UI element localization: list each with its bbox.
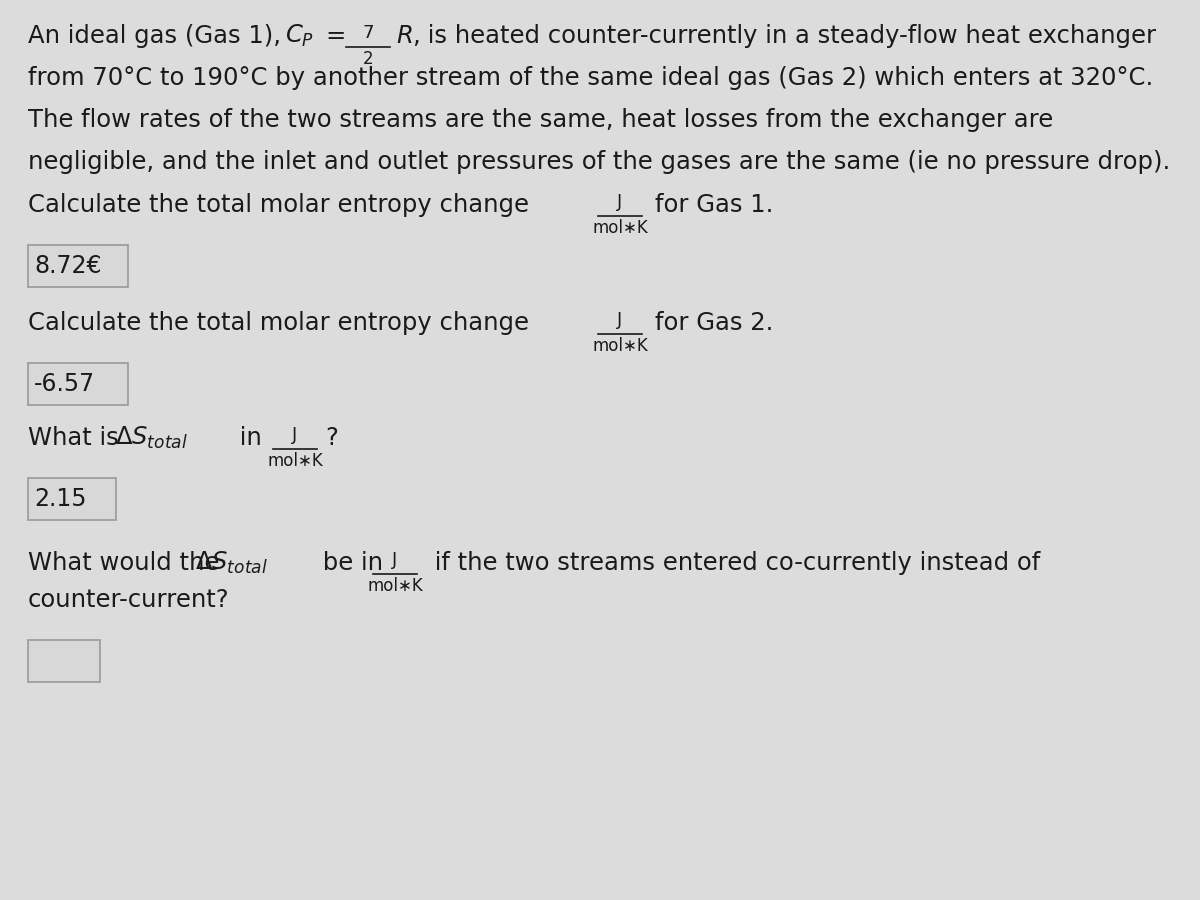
- Text: What is: What is: [28, 426, 126, 450]
- Text: Calculate the total molar entropy change: Calculate the total molar entropy change: [28, 193, 529, 217]
- Text: 7: 7: [362, 24, 373, 42]
- Text: J: J: [392, 551, 397, 569]
- Text: =: =: [325, 24, 346, 48]
- Text: J: J: [293, 426, 298, 444]
- FancyBboxPatch shape: [28, 363, 128, 405]
- Text: mol∗K: mol∗K: [592, 337, 648, 355]
- Text: counter-current?: counter-current?: [28, 588, 229, 612]
- Text: if the two streams entered co-currently instead of: if the two streams entered co-currently …: [427, 551, 1040, 575]
- Text: $C_P$: $C_P$: [286, 23, 314, 50]
- Text: be in: be in: [314, 551, 383, 575]
- FancyBboxPatch shape: [28, 245, 128, 287]
- Text: -6.57: -6.57: [34, 372, 95, 396]
- Text: $\Delta S_{total}$: $\Delta S_{total}$: [194, 550, 268, 576]
- Text: J: J: [617, 311, 623, 329]
- Text: for Gas 1.: for Gas 1.: [655, 193, 773, 217]
- Text: ?: ?: [325, 426, 338, 450]
- FancyBboxPatch shape: [28, 478, 116, 520]
- Text: mol∗K: mol∗K: [367, 577, 422, 595]
- Text: 2.15: 2.15: [34, 487, 86, 511]
- Text: What would the: What would the: [28, 551, 227, 575]
- Text: Calculate the total molar entropy change: Calculate the total molar entropy change: [28, 311, 529, 335]
- Text: An ideal gas (Gas 1),: An ideal gas (Gas 1),: [28, 24, 296, 48]
- Text: mol∗K: mol∗K: [268, 452, 323, 470]
- Text: 8.72€: 8.72€: [34, 254, 102, 278]
- Text: $\Delta S_{total}$: $\Delta S_{total}$: [115, 425, 187, 451]
- Text: negligible, and the inlet and outlet pressures of the gases are the same (ie no : negligible, and the inlet and outlet pre…: [28, 150, 1170, 174]
- Text: in: in: [232, 426, 262, 450]
- Text: 2: 2: [362, 50, 373, 68]
- Text: The flow rates of the two streams are the same, heat losses from the exchanger a: The flow rates of the two streams are th…: [28, 108, 1054, 132]
- FancyBboxPatch shape: [28, 640, 100, 682]
- Text: is heated counter-currently in a steady-flow heat exchanger: is heated counter-currently in a steady-…: [420, 24, 1156, 48]
- Text: for Gas 2.: for Gas 2.: [655, 311, 773, 335]
- Text: J: J: [617, 193, 623, 211]
- Text: $R,$: $R,$: [396, 23, 420, 48]
- Text: mol∗K: mol∗K: [592, 219, 648, 237]
- Text: from 70°C to 190°C by another stream of the same ideal gas (Gas 2) which enters : from 70°C to 190°C by another stream of …: [28, 66, 1153, 90]
